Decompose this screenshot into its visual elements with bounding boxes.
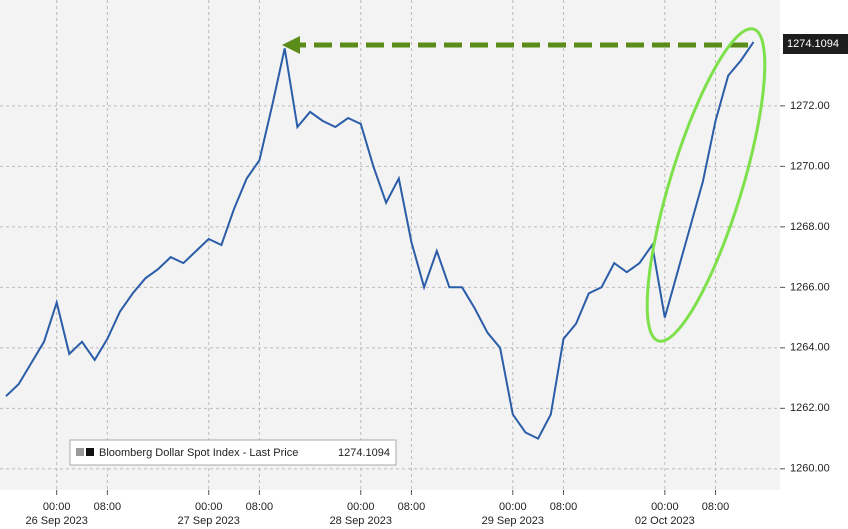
x-date-label: 27 Sep 2023 (178, 515, 240, 527)
x-tick-label: 08:00 (398, 501, 426, 513)
price-line (5, 41, 755, 440)
y-tick-label: 1264.00 (790, 342, 830, 354)
y-tick-label: 1268.00 (790, 221, 830, 233)
x-tick-label: 08:00 (550, 501, 578, 513)
last-price-box (783, 34, 848, 54)
axis-area (780, 0, 848, 529)
legend-value: 1274.1094 (338, 447, 390, 459)
x-tick-label: 08:00 (94, 501, 122, 513)
x-tick-label: 00:00 (43, 501, 71, 513)
y-tick-label: 1262.00 (790, 402, 830, 414)
y-tick-label: 1272.00 (790, 100, 830, 112)
x-date-label: 26 Sep 2023 (25, 515, 87, 527)
y-tick-label: 1266.00 (790, 281, 830, 293)
legend-box (69, 439, 397, 466)
x-date-label: 02 Oct 2023 (635, 515, 695, 527)
y-tick-label: 1270.00 (790, 160, 830, 172)
x-tick-label: 08:00 (702, 501, 730, 513)
x-tick-label: 00:00 (347, 501, 375, 513)
legend-label: Bloomberg Dollar Spot Index - Last Price (99, 447, 298, 459)
legend-icon (76, 448, 84, 456)
x-tick-label: 00:00 (651, 501, 679, 513)
x-date-label: 29 Sep 2023 (482, 515, 544, 527)
series (5, 41, 755, 440)
x-tick-label: 00:00 (195, 501, 223, 513)
arrow-head (282, 36, 300, 54)
x-tick-label: 08:00 (246, 501, 274, 513)
y-tick-label: 1260.00 (790, 463, 830, 475)
legend-icon (86, 448, 94, 456)
grid (0, 0, 780, 490)
annotation (282, 27, 767, 343)
plot-area (0, 0, 780, 490)
legend: Bloomberg Dollar Spot Index - Last Price… (69, 439, 397, 466)
highlight-ellipse (645, 27, 767, 343)
last-price-label: 1274.1094 (787, 38, 839, 50)
x-date-label: 28 Sep 2023 (330, 515, 392, 527)
x-tick-label: 00:00 (499, 501, 527, 513)
